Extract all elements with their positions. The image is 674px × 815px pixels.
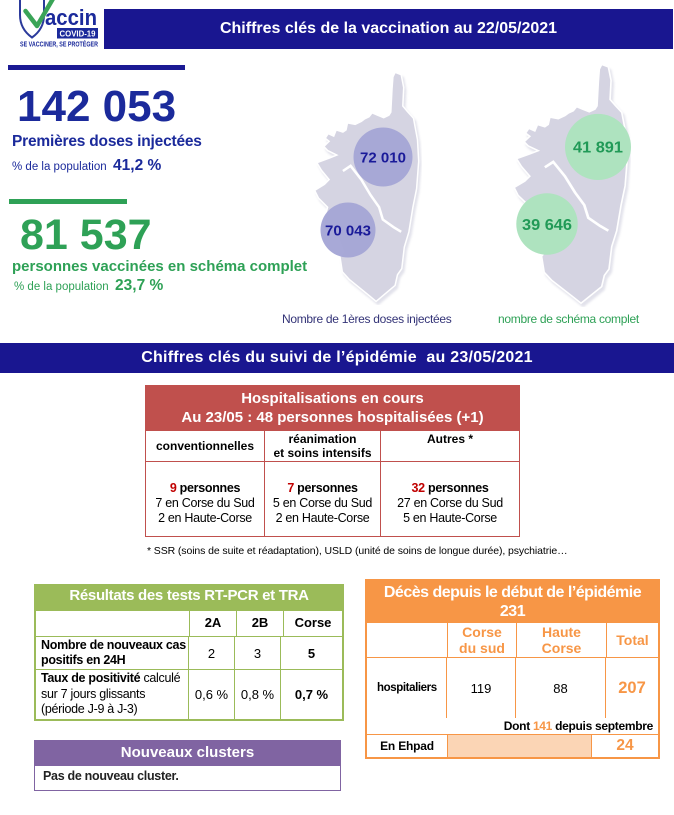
svg-text:70 043: 70 043	[325, 223, 371, 240]
svg-text:39 646: 39 646	[522, 217, 572, 234]
svg-text:accin: accin	[45, 5, 97, 30]
svg-text:72 010: 72 010	[360, 150, 406, 167]
svg-text:SE VACCINER, SE PROTÉGER: SE VACCINER, SE PROTÉGER	[20, 40, 98, 49]
svg-text:COVID-19: COVID-19	[60, 29, 96, 39]
svg-text:41 891: 41 891	[573, 140, 623, 157]
